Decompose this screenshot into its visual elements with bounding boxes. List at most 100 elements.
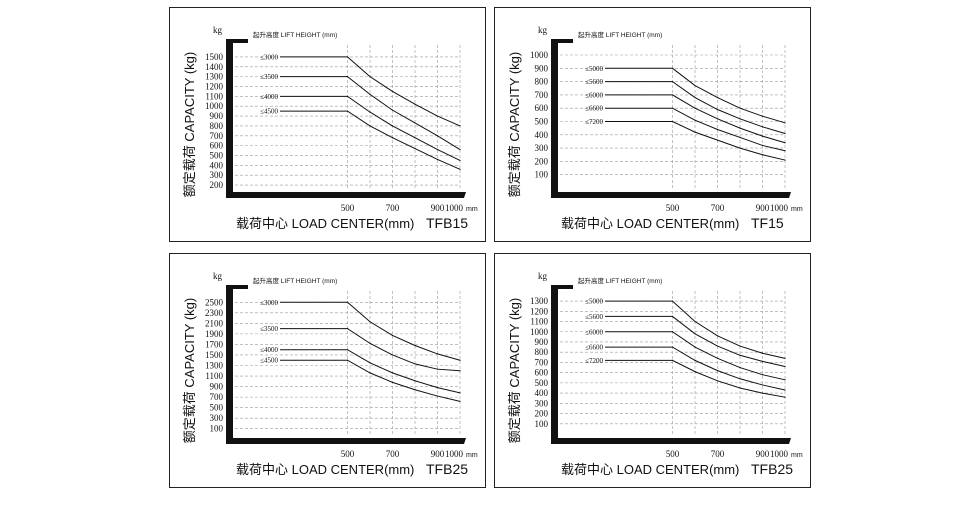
y-tick-label: 400 bbox=[210, 160, 224, 170]
series-label: ≤3000 bbox=[260, 299, 278, 307]
data-point bbox=[671, 346, 674, 348]
data-point bbox=[761, 154, 764, 156]
data-point bbox=[346, 359, 349, 361]
y-tick-label: 500 bbox=[210, 150, 224, 160]
chart-panel-tf15: 100 200 300 400 500 600 700 800 900 1000 500 700 900… bbox=[494, 7, 811, 242]
y-tick-label: 600 bbox=[210, 141, 224, 151]
y-tick-label: 800 bbox=[535, 77, 549, 87]
data-point bbox=[761, 135, 764, 137]
chart-tfb15: 2003004005006007008009001000110012001300… bbox=[182, 25, 478, 231]
data-point bbox=[436, 387, 439, 389]
x-tick-label: 500 bbox=[666, 449, 680, 459]
data-point bbox=[671, 359, 674, 361]
data-point bbox=[761, 392, 764, 394]
y-tick-label: 900 bbox=[210, 111, 224, 121]
data-point bbox=[391, 109, 394, 111]
data-point bbox=[459, 392, 461, 394]
data-point bbox=[414, 344, 416, 347]
data-point bbox=[414, 122, 416, 124]
y-axis-label: 额定载荷 CAPACITY (kg) bbox=[507, 52, 522, 197]
data-point bbox=[761, 374, 764, 376]
data-point bbox=[784, 159, 786, 161]
y-tick-label: 700 bbox=[535, 357, 549, 367]
fork-top-bar bbox=[226, 285, 248, 289]
x-unit-label: mm bbox=[466, 452, 478, 459]
data-point bbox=[346, 95, 349, 97]
data-point bbox=[391, 372, 394, 374]
data-point bbox=[671, 315, 674, 318]
series-line bbox=[605, 300, 786, 359]
data-point bbox=[459, 359, 461, 361]
data-point bbox=[739, 378, 741, 380]
data-point bbox=[761, 384, 764, 386]
y-axis-label: 额定载荷 CAPACITY (kg) bbox=[182, 298, 197, 443]
data-point bbox=[346, 110, 349, 112]
y-tick-label: 1200 bbox=[205, 81, 224, 91]
data-point bbox=[716, 357, 719, 359]
series-label: ≤6600 bbox=[585, 344, 603, 352]
y-tick-label: 1200 bbox=[530, 306, 549, 316]
y-tick-label: 100 bbox=[535, 419, 549, 429]
series-label: ≤5600 bbox=[585, 313, 603, 321]
data-point bbox=[784, 357, 786, 359]
x-axis-label: 载荷中心 LOAD CENTER(mm) bbox=[561, 216, 739, 231]
data-point bbox=[671, 80, 674, 83]
data-point bbox=[761, 144, 764, 147]
data-point bbox=[694, 320, 696, 323]
lift-height-title: 起升高度 LIFT HEIGHT (mm) bbox=[578, 276, 662, 285]
data-point bbox=[739, 136, 741, 139]
data-point bbox=[739, 354, 741, 356]
data-point bbox=[716, 118, 719, 120]
x-unit-label: mm bbox=[791, 452, 803, 459]
data-point bbox=[436, 148, 439, 151]
x-tick-label: 700 bbox=[711, 449, 725, 459]
data-point bbox=[784, 389, 786, 391]
x-tick-label: 900 bbox=[431, 203, 445, 213]
data-point bbox=[414, 103, 416, 105]
y-tick-label: 900 bbox=[535, 337, 549, 347]
data-point bbox=[739, 107, 741, 109]
y-tick-label: 300 bbox=[535, 143, 549, 153]
series-label: ≤4000 bbox=[260, 93, 278, 101]
data-point bbox=[369, 125, 371, 127]
x-tick-label: 900 bbox=[756, 203, 770, 213]
data-point bbox=[346, 301, 349, 303]
data-point bbox=[694, 359, 696, 361]
data-point bbox=[694, 371, 696, 373]
y-tick-label: 1100 bbox=[530, 317, 548, 327]
x-tick-label: 900 bbox=[756, 449, 770, 459]
x-tick-label: 700 bbox=[711, 203, 725, 213]
y-tick-label: 1100 bbox=[205, 371, 223, 381]
data-point bbox=[739, 118, 741, 120]
data-point bbox=[414, 137, 416, 139]
data-point bbox=[694, 96, 696, 99]
data-point bbox=[459, 400, 461, 402]
y-tick-label: 700 bbox=[210, 392, 224, 402]
x-tick-label: 700 bbox=[386, 203, 400, 213]
series-label: ≤6600 bbox=[585, 105, 603, 113]
data-point bbox=[369, 342, 371, 344]
model-label: TFB25 bbox=[426, 461, 468, 477]
data-point bbox=[671, 331, 674, 333]
y-tick-label: 500 bbox=[535, 378, 549, 388]
data-point bbox=[784, 150, 786, 152]
data-point bbox=[694, 333, 696, 335]
fork-top-bar bbox=[551, 39, 573, 43]
data-point bbox=[739, 387, 741, 389]
model-label: TFB15 bbox=[426, 215, 468, 231]
chart-tfb25-a: 1003005007009001100130015001700190021002… bbox=[182, 271, 478, 477]
data-point bbox=[716, 96, 719, 99]
y-tick-label: 1000 bbox=[205, 101, 224, 111]
series-label: ≤6000 bbox=[585, 91, 603, 99]
y-unit-label: kg bbox=[213, 271, 223, 281]
x-tick-label: 500 bbox=[341, 449, 355, 459]
data-point bbox=[784, 142, 786, 144]
fork-top-bar bbox=[226, 39, 248, 43]
series-label: ≤4500 bbox=[260, 357, 278, 365]
y-tick-label: 800 bbox=[210, 121, 224, 131]
data-point bbox=[369, 362, 371, 364]
data-point bbox=[459, 148, 461, 151]
x-tick-label: 1000 bbox=[445, 449, 464, 459]
series-label: ≤4000 bbox=[260, 346, 278, 354]
